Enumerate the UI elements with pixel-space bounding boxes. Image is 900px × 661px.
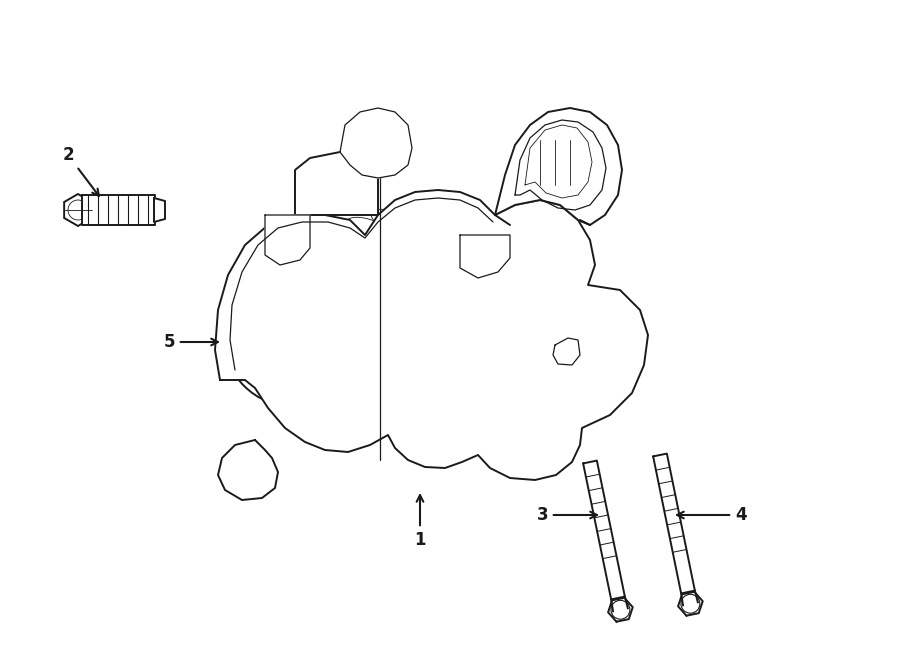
Polygon shape [678,592,703,615]
Polygon shape [340,108,412,178]
Polygon shape [495,108,622,225]
Text: 1: 1 [414,495,426,549]
Text: 3: 3 [536,506,597,524]
Polygon shape [653,453,695,594]
Polygon shape [218,440,278,500]
Text: 4: 4 [677,506,747,524]
Polygon shape [583,461,625,600]
Text: 2: 2 [62,146,99,196]
Polygon shape [64,194,92,226]
Polygon shape [295,152,378,215]
Polygon shape [608,598,633,622]
Polygon shape [154,198,165,222]
Text: 5: 5 [164,333,218,351]
Polygon shape [215,190,648,480]
Polygon shape [82,195,155,225]
Polygon shape [265,215,310,265]
